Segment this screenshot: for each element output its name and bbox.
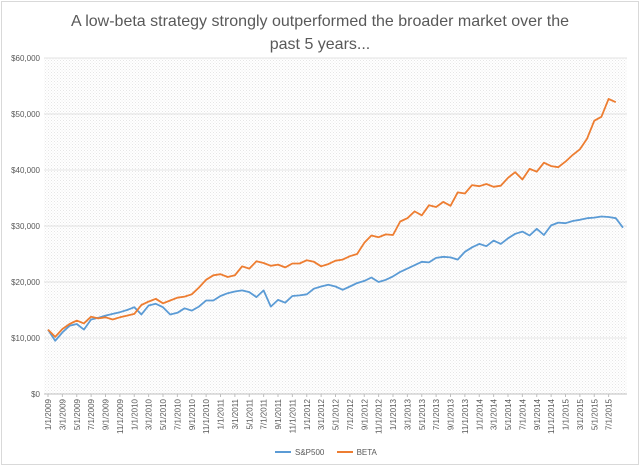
x-tick-label: 5/1/2009 <box>73 398 82 430</box>
x-tick-label: 3/1/2014 <box>490 398 499 430</box>
chart-title: A low-beta strategy strongly outperforme… <box>70 13 570 53</box>
series-line-sp500 <box>47 215 624 342</box>
x-tick-label: 1/1/2013 <box>389 398 398 430</box>
y-tick-label: $40,000 <box>11 166 40 175</box>
y-tick-label: $50,000 <box>11 110 40 119</box>
x-tick-label: 11/1/2011 <box>288 398 297 433</box>
x-tick-label: 5/1/2011 <box>245 398 254 429</box>
x-tick-label: 3/1/2013 <box>403 398 412 430</box>
x-tick-label: 1/1/2015 <box>562 398 571 430</box>
x-tick-label: 9/1/2014 <box>533 398 542 430</box>
x-tick-label: 7/1/2013 <box>432 398 441 430</box>
x-tick-label: 9/1/2010 <box>188 398 197 430</box>
x-tick-label: 9/1/2009 <box>102 398 111 430</box>
x-tick-label: 3/1/2015 <box>576 398 585 430</box>
x-tick-label: 7/1/2011 <box>260 398 269 429</box>
chart-legend: S&P500 BETA <box>275 446 387 457</box>
x-tick-label: 7/1/2012 <box>346 398 355 430</box>
y-tick-label: $20,000 <box>11 278 40 287</box>
x-tick-label: 1/1/2010 <box>130 398 139 430</box>
x-tick-label: 1/1/2012 <box>303 398 312 430</box>
x-tick-label: 9/1/2013 <box>447 398 456 430</box>
x-tick-label: 11/1/2009 <box>116 398 125 434</box>
x-tick-label: 9/1/2012 <box>360 398 369 430</box>
x-tick-label: 5/1/2015 <box>590 398 599 430</box>
x-tick-label: 7/1/2010 <box>173 398 182 430</box>
x-tick-label: 11/1/2010 <box>202 398 211 434</box>
x-tick-label: 7/1/2009 <box>87 398 96 430</box>
y-tick-label: $30,000 <box>11 222 40 231</box>
x-tick-label: 3/1/2012 <box>317 398 326 430</box>
x-tick-label: 11/1/2013 <box>461 398 470 434</box>
legend-label-sp500: S&P500 <box>295 447 325 457</box>
x-tick-label: 5/1/2013 <box>418 398 427 430</box>
x-tick-label: 1/1/2009 <box>44 398 53 430</box>
x-tick-label: 3/1/2011 <box>231 398 240 429</box>
series-line-beta <box>47 98 617 338</box>
x-tick-label: 1/1/2014 <box>475 398 484 430</box>
legend-swatch-beta <box>336 451 353 453</box>
x-tick-label: 5/1/2014 <box>504 398 513 430</box>
x-tick-label: 3/1/2009 <box>58 398 67 430</box>
x-tick-label: 7/1/2014 <box>518 398 527 430</box>
x-tick-label: 9/1/2011 <box>274 398 283 429</box>
x-tick-label: 1/1/2011 <box>217 398 226 429</box>
legend-item-beta: BETA <box>336 447 377 457</box>
x-tick-label: 5/1/2010 <box>159 398 168 430</box>
y-tick-label: $10,000 <box>11 334 40 343</box>
x-tick-label: 3/1/2010 <box>145 398 154 430</box>
y-tick-label: $0 <box>31 390 40 399</box>
legend-label-beta: BETA <box>356 447 377 457</box>
y-tick-label: $60,000 <box>11 54 40 63</box>
x-tick-label: 11/1/2014 <box>547 398 556 434</box>
x-tick-label: 11/1/2012 <box>375 398 384 434</box>
x-tick-label: 5/1/2012 <box>332 398 341 430</box>
legend-swatch-sp500 <box>275 451 291 453</box>
x-tick-label: 7/1/2015 <box>605 398 614 430</box>
legend-item-sp500: S&P500 <box>275 448 324 457</box>
